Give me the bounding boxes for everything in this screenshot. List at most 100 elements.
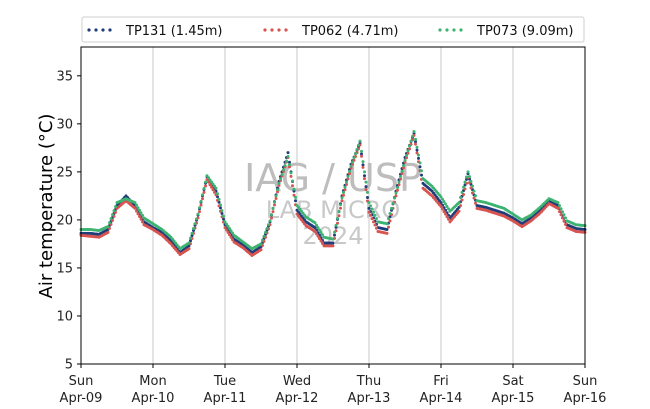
data-point-interp bbox=[139, 217, 143, 221]
data-point-interp bbox=[441, 197, 444, 201]
data-point-interp bbox=[406, 151, 410, 155]
data-point-interp bbox=[336, 216, 339, 220]
data-point-interp bbox=[415, 151, 419, 155]
data-point-interp bbox=[459, 195, 462, 199]
legend-label: TP131 (1.45m) bbox=[125, 24, 222, 39]
legend-marker bbox=[438, 28, 442, 32]
data-point-interp bbox=[337, 214, 341, 218]
data-point-interp bbox=[447, 207, 450, 211]
x-tick-date: Apr-16 bbox=[564, 391, 607, 406]
data-point-interp bbox=[562, 213, 566, 217]
data-point-interp bbox=[279, 177, 282, 181]
data-point bbox=[331, 241, 335, 245]
data-point bbox=[313, 229, 317, 233]
data-point-interp bbox=[468, 175, 471, 179]
data-point-interp bbox=[393, 196, 396, 200]
x-tick-date: Apr-10 bbox=[132, 391, 175, 406]
data-point-interp bbox=[336, 221, 339, 225]
data-point-interp bbox=[558, 204, 561, 208]
data-point bbox=[223, 226, 227, 230]
data-point-interp bbox=[285, 159, 288, 163]
data-point-interp bbox=[321, 233, 324, 237]
legend-marker bbox=[263, 28, 267, 32]
data-point-interp bbox=[333, 230, 336, 234]
data-point-interp bbox=[366, 190, 369, 194]
data-point bbox=[259, 248, 263, 252]
data-point-interp bbox=[415, 145, 419, 149]
data-point-interp bbox=[270, 216, 273, 220]
data-point-interp bbox=[226, 230, 230, 234]
legend-marker bbox=[284, 28, 288, 32]
data-point-interp bbox=[274, 194, 278, 198]
watermark-line-2: LAB MICRO bbox=[266, 196, 401, 224]
data-point-interp bbox=[396, 186, 399, 190]
data-point-interp bbox=[442, 210, 446, 214]
data-point-interp bbox=[135, 209, 138, 213]
data-point-interp bbox=[360, 152, 363, 156]
data-point-interp bbox=[459, 204, 462, 208]
data-point-interp bbox=[373, 213, 377, 217]
y-tick-label: 10 bbox=[56, 309, 73, 324]
data-point-interp bbox=[339, 203, 342, 207]
data-point-interp bbox=[220, 209, 224, 213]
data-point-interp bbox=[265, 227, 269, 231]
data-point bbox=[457, 209, 461, 213]
x-tick-date: Apr-09 bbox=[60, 391, 103, 406]
data-point-interp bbox=[373, 223, 377, 227]
x-tick-date: Apr-14 bbox=[420, 391, 463, 406]
data-point bbox=[259, 242, 263, 246]
x-tick-date: Apr-12 bbox=[276, 391, 319, 406]
x-axis: Sun Apr-09 Mon Apr-10 Tue Apr-11 Wed Apr-12 Thu A… bbox=[60, 364, 607, 406]
data-point-interp bbox=[391, 201, 395, 205]
data-point bbox=[439, 204, 443, 208]
data-point-interp bbox=[318, 228, 321, 232]
data-point-interp bbox=[207, 180, 210, 184]
data-point bbox=[133, 201, 137, 205]
data-point-interp bbox=[388, 212, 392, 216]
data-point-interp bbox=[339, 206, 342, 210]
data-point-interp bbox=[465, 175, 468, 179]
data-point-interp bbox=[562, 219, 566, 223]
series-1 bbox=[79, 133, 587, 257]
data-point-interp bbox=[222, 214, 225, 218]
data-point bbox=[340, 199, 344, 203]
data-point-interp bbox=[420, 169, 423, 173]
data-point-interp bbox=[558, 210, 561, 214]
data-point-interp bbox=[114, 205, 117, 209]
legend-marker bbox=[101, 28, 105, 32]
watermark-line-1: IAG / USP bbox=[244, 156, 422, 200]
x-tick-day: Thu bbox=[356, 374, 381, 389]
y-axis: 5 10 15 20 25 30 35 bbox=[56, 69, 81, 373]
data-point-interp bbox=[361, 163, 365, 167]
data-point-interp bbox=[363, 174, 366, 178]
x-tick-day: Mon bbox=[139, 374, 166, 389]
data-point bbox=[106, 225, 110, 229]
data-point-interp bbox=[222, 217, 225, 221]
data-point-interp bbox=[271, 210, 275, 214]
data-point-interp bbox=[138, 215, 141, 219]
data-point-interp bbox=[316, 226, 320, 230]
data-point-interp bbox=[294, 199, 297, 203]
data-point-interp bbox=[463, 180, 467, 184]
data-point-interp bbox=[406, 149, 410, 153]
data-point bbox=[340, 196, 344, 200]
data-point-interp bbox=[280, 172, 284, 176]
data-point-interp bbox=[261, 238, 264, 242]
data-point-interp bbox=[372, 220, 375, 224]
data-point-interp bbox=[345, 180, 348, 184]
data-point-interp bbox=[228, 233, 231, 237]
data-point-interp bbox=[408, 144, 411, 148]
data-point-interp bbox=[207, 176, 210, 180]
data-point-interp bbox=[369, 204, 372, 208]
legend-item-1: TP062 (4.71m) bbox=[263, 24, 398, 39]
y-tick-label: 35 bbox=[56, 69, 73, 84]
y-tick-label: 5 bbox=[65, 358, 73, 373]
data-point-interp bbox=[363, 170, 366, 174]
data-point bbox=[367, 210, 371, 214]
x-tick-day: Wed bbox=[283, 374, 311, 389]
data-point-interp bbox=[417, 156, 420, 160]
data-point-interp bbox=[348, 169, 351, 173]
data-point bbox=[268, 219, 272, 223]
data-point-interp bbox=[315, 232, 318, 236]
